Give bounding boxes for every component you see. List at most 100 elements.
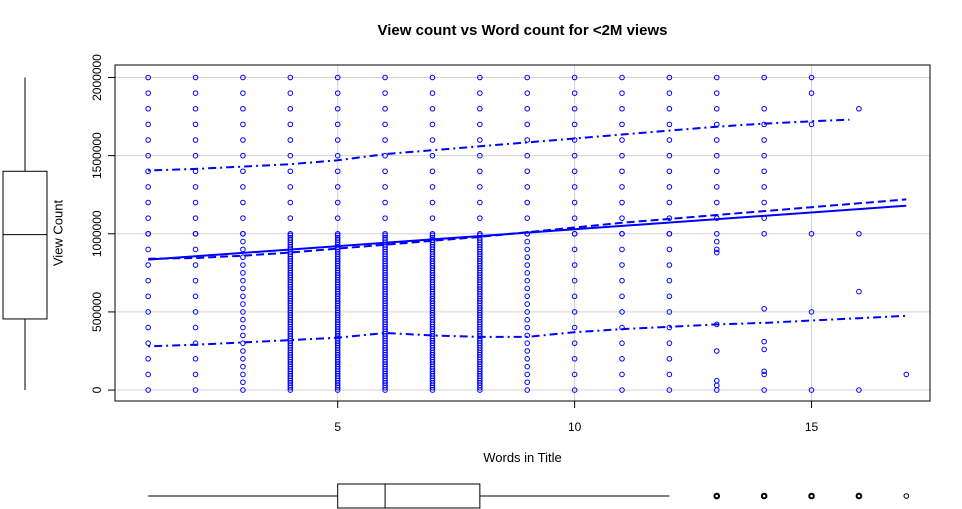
data-point (240, 277, 246, 284)
data-point (429, 74, 436, 81)
data-point (666, 74, 673, 81)
data-point (666, 105, 673, 112)
data-point (713, 74, 720, 81)
data-point (524, 215, 531, 221)
data-point (287, 105, 294, 112)
data-point (240, 184, 246, 190)
data-point (524, 238, 531, 245)
data-point (666, 387, 673, 393)
data-point (619, 356, 625, 362)
x-box-outlier (903, 493, 910, 499)
data-point (619, 137, 625, 143)
data-point (287, 90, 294, 96)
data-point (334, 234, 341, 241)
data-point (429, 90, 436, 96)
x-tick-label: 5 (334, 420, 341, 434)
data-point (713, 238, 720, 245)
data-point (240, 371, 246, 378)
data-point (382, 230, 388, 237)
data-point (382, 105, 388, 112)
data-point (524, 316, 531, 323)
data-point (145, 262, 151, 268)
data-point (619, 121, 625, 128)
data-point (240, 168, 246, 175)
data-point (903, 371, 910, 378)
data-point (477, 168, 483, 175)
y-tick-label: 0 (90, 386, 104, 393)
data-point (145, 168, 151, 175)
y-box (2, 170, 48, 320)
data-point (429, 152, 436, 159)
data-point (524, 277, 531, 284)
data-point (334, 168, 341, 175)
data-point (145, 277, 151, 284)
data-point (524, 121, 531, 128)
data-point (713, 246, 720, 253)
data-point (382, 215, 388, 221)
data-point (287, 230, 294, 237)
x-box-outlier (760, 492, 768, 500)
data-point (713, 90, 720, 96)
data-point (619, 387, 625, 393)
data-point (713, 168, 720, 175)
data-point (145, 324, 151, 331)
data-point (192, 309, 199, 315)
data-point (524, 293, 531, 300)
fit-lines (148, 118, 907, 348)
data-point (524, 285, 531, 292)
data-point (713, 377, 720, 384)
x-box-outlier (713, 492, 721, 500)
data-point (477, 121, 483, 128)
data-point (571, 277, 578, 284)
data-point (856, 105, 862, 112)
data-point (808, 309, 815, 315)
data-point (240, 387, 246, 393)
data-point (713, 184, 720, 190)
data-point (240, 215, 246, 221)
data-point (524, 356, 531, 362)
data-point (334, 215, 341, 221)
data-point (287, 74, 294, 81)
data-point (666, 309, 673, 315)
data-point (192, 105, 199, 112)
data-point (666, 356, 673, 362)
data-point (524, 74, 531, 81)
data-point (382, 199, 388, 206)
data-point (619, 168, 625, 175)
data-point (571, 387, 578, 393)
fit-line-dotdash (148, 118, 850, 172)
data-point (192, 246, 199, 253)
data-point (240, 363, 246, 370)
data-point (761, 105, 767, 112)
data-point (524, 152, 531, 159)
data-point (619, 74, 625, 81)
data-point (429, 184, 436, 190)
data-point (145, 199, 151, 206)
data-point (761, 168, 767, 175)
data-point (145, 246, 151, 253)
data-point (192, 90, 199, 96)
data-point (240, 301, 246, 307)
data-point (619, 277, 625, 284)
data-point (524, 387, 531, 393)
fit-line-dashed (148, 198, 907, 260)
data-point (808, 387, 815, 393)
data-point (571, 293, 578, 300)
data-point (619, 215, 625, 221)
data-point (240, 121, 246, 128)
data-point (761, 152, 767, 159)
data-point (524, 363, 531, 370)
data-point (619, 371, 625, 378)
data-point (619, 152, 625, 159)
data-point (334, 137, 341, 143)
y-axis: 0 500000 1000000 1500000 2000000 (90, 54, 116, 393)
data-point (666, 90, 673, 96)
data-point (334, 230, 341, 237)
y-boxplot (2, 77, 48, 391)
data-point (571, 215, 578, 221)
data-point (571, 340, 578, 346)
data-point (145, 387, 151, 393)
data-point (145, 152, 151, 159)
data-point (240, 293, 246, 300)
